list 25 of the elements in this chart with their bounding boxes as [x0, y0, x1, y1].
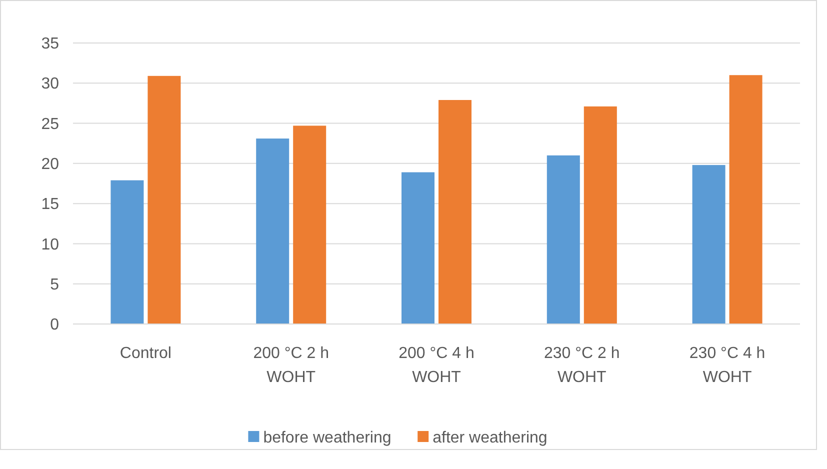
bar	[584, 106, 617, 324]
bar	[293, 126, 326, 324]
x-tick-label: 230 °C 4 h WOHT	[689, 345, 766, 386]
bar	[148, 76, 181, 324]
y-tick-label: 25	[41, 116, 60, 133]
y-tick-label: 35	[41, 36, 60, 53]
y-tick-label: 5	[50, 276, 60, 294]
y-tick-label: 15	[41, 196, 60, 214]
y-tick-label: 10	[41, 236, 60, 254]
x-tick-label: 230 °C 2 h WOHT	[544, 345, 620, 386]
y-tick-label: 20	[41, 156, 60, 174]
bar	[729, 75, 762, 324]
y-tick-label: 30	[41, 76, 60, 93]
x-tick-label: 200 °C 2 h WOHT	[253, 345, 329, 386]
bar	[110, 180, 144, 324]
x-tick-label: 200 °C 4 h WOHT	[398, 345, 474, 386]
y-tick-label: 0	[50, 316, 60, 334]
legend-label: before weathering	[263, 430, 392, 447]
bar	[402, 172, 434, 324]
bar	[438, 100, 472, 324]
bar	[692, 165, 726, 324]
bar	[546, 155, 580, 324]
bar	[256, 138, 290, 324]
x-tick-label: Control	[120, 345, 172, 362]
legend-label: after weathering	[432, 430, 548, 447]
